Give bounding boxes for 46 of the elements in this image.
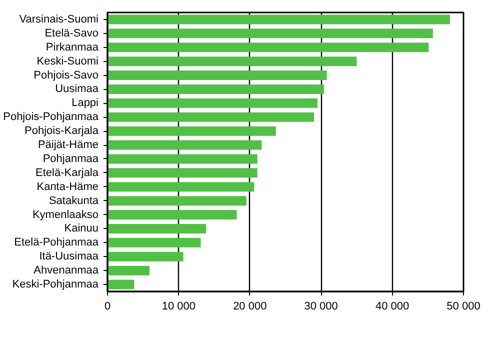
x-tick-label: 40 000: [375, 300, 410, 312]
y-tick-label: Pirkanmaa: [46, 41, 100, 54]
y-tick-label: Päijät-Häme: [38, 139, 99, 152]
y-tick-label: Lappi: [72, 97, 99, 110]
y-tick-label: Keski-Suomi: [36, 55, 99, 68]
y-tick-label: Etelä-Karjala: [36, 166, 100, 179]
x-tick-label: 30 000: [304, 300, 338, 312]
y-tick-label: Etelä-Pohjanmaa: [14, 236, 100, 249]
bar: [108, 112, 314, 122]
bar: [108, 154, 258, 164]
bar: [108, 84, 324, 94]
y-tick-label: Keski-Pohjanmaa: [12, 278, 100, 291]
y-tick-label: Itä-Uusimaa: [39, 250, 100, 263]
bar: [108, 42, 429, 52]
bar: [108, 168, 258, 178]
y-tick-label: Varsinais-Suomi: [19, 13, 99, 26]
bar: [108, 98, 318, 108]
bar: [108, 238, 201, 248]
bar: [108, 252, 184, 262]
x-tick-label: 10 000: [162, 300, 196, 312]
x-tick-label: 0: [104, 300, 111, 312]
y-tick-label: Ahvenanmaa: [34, 264, 100, 277]
y-tick-label: Satakunta: [48, 194, 100, 207]
y-tick-label: Pohjois-Savo: [34, 69, 99, 82]
y-tick-label: Etelä-Savo: [44, 27, 99, 40]
x-tick-label: 20 000: [233, 300, 267, 312]
y-tick-label: Pohjois-Pohjanmaa: [3, 111, 100, 124]
bar: [108, 126, 276, 136]
bar: [108, 56, 357, 66]
bar: [108, 14, 450, 24]
y-tick-label: Kymenlaakso: [32, 208, 99, 221]
x-tick-label: 50 000: [446, 300, 480, 312]
bar: [108, 280, 134, 290]
bar: [108, 210, 237, 220]
bar: [108, 266, 150, 276]
bar: [108, 224, 206, 234]
bar: [108, 28, 433, 38]
y-tick-label: Kanta-Häme: [36, 180, 99, 193]
y-tick-label: Pohjanmaa: [42, 152, 100, 165]
bar: [108, 70, 327, 80]
bar: [108, 196, 246, 206]
y-tick-label: Kainuu: [64, 222, 99, 235]
y-tick-label: Uusimaa: [55, 83, 100, 96]
bar: [108, 140, 262, 150]
y-tick-label: Pohjois-Karjala: [24, 125, 100, 138]
bar: [108, 182, 254, 192]
